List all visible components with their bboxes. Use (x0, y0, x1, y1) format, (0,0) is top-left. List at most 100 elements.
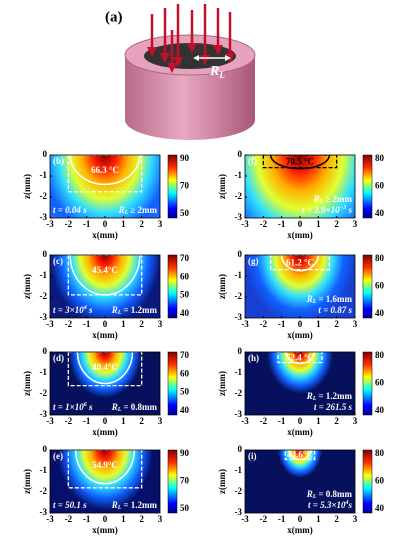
heatmap-field (245, 255, 355, 318)
colorbar (362, 154, 373, 219)
x-tick-label: 3 (158, 416, 163, 426)
x-tick-label: 2 (139, 319, 144, 329)
x-tick-label: 1 (121, 319, 126, 329)
x-tick-label: 3 (158, 219, 163, 229)
x-tick-label: -1 (83, 514, 91, 524)
panel-label: (a) (105, 9, 123, 25)
time-text: t = 50.1 s (53, 500, 87, 510)
time-label: t = 0.87 s (318, 305, 352, 315)
radius-symbol: R (313, 194, 320, 204)
colorbar-tick-label: 60 (180, 368, 190, 378)
colorbar-tick-label: 50 (180, 387, 190, 397)
y-tick-label: -1 (235, 270, 243, 280)
isotherm (69, 255, 141, 296)
x-tick-label: 0 (103, 514, 108, 524)
panel: -3 -2 -1 0 1 2 3 0 -1 -2 -3 x(mm) z(mm) 40 50 60 70 (d) 40… (22, 346, 189, 437)
colorbar-tick-label: 90 (180, 448, 190, 458)
beam-region (67, 155, 143, 193)
x-tick-label: 3 (353, 514, 358, 524)
heatmap (50, 255, 160, 318)
colorbar-tick-label: 60 (375, 378, 385, 388)
panel-label: (g) (248, 256, 259, 266)
radius-value: = 1.2mm (123, 500, 157, 510)
x-tick-label: -3 (46, 416, 54, 426)
colorbar-tick-label: 60 (375, 476, 385, 486)
x-tick-label: 1 (121, 514, 126, 524)
time-label: t = 3×104 s (53, 305, 93, 315)
x-axis-label: x(mm) (287, 330, 313, 340)
radius-symbol: R (111, 305, 118, 315)
time-text: t = 5.3×10 (308, 500, 346, 510)
radius-symbol: R (306, 294, 313, 304)
x-tick-label: 0 (103, 319, 108, 329)
radius-subscript: L (312, 299, 317, 305)
y-axis-label: z(mm) (217, 469, 227, 494)
y-tick-label: -1 (235, 170, 243, 180)
radius-label: RL ≥ 2mm (313, 194, 353, 205)
x-tick-label: 0 (298, 514, 303, 524)
panel: -3 -2 -1 0 1 2 3 0 -1 -2 -3 x(mm) z(mm) 50 70 90 (b) 66.3… (22, 149, 189, 240)
y-tick-label: 0 (238, 346, 243, 356)
y-axis-label: z(mm) (217, 274, 227, 299)
time-text: t = 0.04 s (53, 205, 87, 215)
colorbar (167, 154, 178, 219)
x-tick-label: -1 (278, 319, 286, 329)
radius-label: RL ≥ 2mm (118, 205, 158, 216)
temperature-label: 40.4°C (92, 362, 118, 372)
colorbar-tick-label: 70 (180, 350, 190, 360)
y-tick-label: 0 (43, 149, 48, 159)
radius-value: = 1.6mm (318, 294, 352, 304)
x-axis-label: x(mm) (92, 427, 118, 437)
time-exponent: 4 (83, 305, 87, 311)
radius-value: = 1.2mm (318, 391, 352, 401)
x-tick-label: -2 (65, 514, 73, 524)
temperature-label: 44.6°C (287, 449, 313, 459)
panel: -3 -2 -1 0 1 2 3 0 -1 -2 -3 x(mm) z(mm) 40 60 80 (h) 52.4… (217, 346, 384, 437)
temperature-label: 54.9°C (92, 460, 118, 470)
y-axis-label: z(mm) (22, 274, 32, 299)
radius-symbol: R (306, 489, 313, 499)
time-text: t = 2.9×10 (302, 205, 340, 215)
radius-symbol: R (111, 500, 118, 510)
y-tick-label: -3 (235, 212, 243, 222)
heatmap (245, 255, 355, 318)
x-tick-label: 2 (334, 319, 339, 329)
radius-subscript: L (124, 210, 129, 216)
radius-symbol: R (111, 402, 118, 412)
beam-region (67, 352, 143, 387)
colorbar (167, 351, 178, 416)
time-label: t = 5.3×104s (308, 500, 353, 510)
colorbar-tick-label: 80 (375, 448, 385, 458)
y-tick-label: -2 (40, 388, 48, 398)
radius-label: RL = 0.8mm (111, 402, 158, 413)
y-tick-label: -3 (40, 212, 48, 222)
temperature-label: 45.4°C (92, 265, 118, 275)
x-tick-label: 0 (298, 416, 303, 426)
colorbar-tick-label: 40 (375, 208, 385, 218)
x-tick-label: -2 (260, 319, 268, 329)
y-tick-label: -2 (235, 486, 243, 496)
x-tick-label: -3 (241, 219, 249, 229)
x-tick-label: 1 (316, 319, 321, 329)
beam-region (277, 352, 323, 364)
x-tick-label: -3 (46, 514, 54, 524)
panel-label: (e) (53, 451, 63, 461)
y-tick-label: -1 (40, 367, 48, 377)
colorbar-tick-label: 40 (180, 405, 190, 415)
time-text: t = 0.87 s (318, 305, 352, 315)
x-tick-label: -1 (83, 219, 91, 229)
x-tick-label: -2 (65, 416, 73, 426)
y-tick-label: -2 (40, 191, 48, 201)
time-text: s (346, 205, 352, 215)
isotherm (285, 352, 315, 365)
x-tick-label: 1 (121, 416, 126, 426)
beam-region (67, 450, 143, 489)
colorbar (362, 351, 373, 416)
radius-value: = 0.8mm (318, 489, 352, 499)
y-tick-label: -1 (40, 465, 48, 475)
panel-label: (b) (53, 156, 64, 166)
y-tick-label: -2 (40, 291, 48, 301)
radius-symbol: R (306, 391, 313, 401)
heatmap (245, 155, 355, 218)
